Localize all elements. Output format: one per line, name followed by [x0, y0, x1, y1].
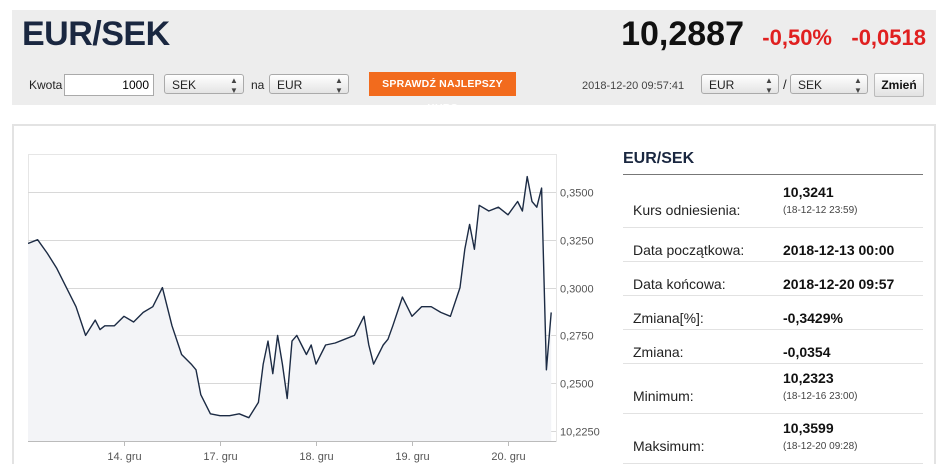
info-row-value: 10,3241: [783, 184, 834, 200]
info-row-label: Kurs odniesienia:: [633, 202, 741, 218]
info-row-label: Minimum:: [633, 388, 694, 404]
select-arrows-icon: ▲ ▼: [854, 76, 862, 95]
info-row-value: 10,3599: [783, 420, 834, 436]
x-tick-label: 19. gru: [395, 451, 429, 463]
info-row-timestamp: (18-12-20 09:28): [783, 441, 858, 452]
chart-container: 0,3500 0,3250 0,3000 0,2750 0,2500 10,2250 14.…: [27, 146, 613, 466]
info-row: Zmiana: -0,0354: [623, 329, 923, 364]
x-tick-label: 20. gru: [491, 451, 525, 463]
info-row: Data początkowa: 2018-12-13 00:00: [623, 227, 923, 262]
to-label: na: [251, 78, 265, 92]
select-arrows-icon: ▲ ▼: [335, 76, 343, 95]
from-currency-select[interactable]: SEK ▲ ▼: [164, 74, 244, 95]
info-row-timestamp: (18-12-12 23:59): [783, 205, 858, 216]
info-row-value: 2018-12-20 09:57: [783, 276, 895, 292]
info-row-label: Maksimum:: [633, 438, 705, 454]
current-rate: 10,2887: [621, 15, 744, 53]
amount-input[interactable]: [64, 74, 154, 96]
pair-title: EUR/SEK: [22, 15, 170, 53]
from-currency-value: SEK: [172, 78, 197, 92]
info-row-value: -0,0354: [783, 344, 831, 360]
pair-quote-value: SEK: [798, 78, 823, 92]
series-line[interactable]: [27, 175, 552, 419]
change-pair-button[interactable]: Zmień: [874, 73, 924, 97]
x-tick-label: 14. gru: [107, 451, 141, 463]
pair-base-value: EUR: [709, 78, 735, 92]
info-row: Maksimum: 10,3599 (18-12-20 09:28): [623, 413, 923, 464]
info-title: EUR/SEK: [623, 150, 695, 167]
rate-chart[interactable]: 0,3500 0,3250 0,3000 0,2750 0,2500 10,2250 14.…: [27, 146, 613, 466]
amount-label: Kwota: [29, 78, 63, 92]
info-row-label: Data początkowa:: [633, 242, 745, 258]
chart-panel: 0,3500 0,3250 0,3000 0,2750 0,2500 10,2250 14.…: [12, 124, 936, 464]
series-area: [28, 176, 552, 441]
y-tick-label: 0,3250: [560, 236, 594, 248]
info-row-timestamp: (18-12-16 23:00): [783, 391, 858, 402]
info-row-label: Zmiana[%]:: [633, 310, 704, 326]
info-row: Minimum: 10,2323 (18-12-16 23:00): [623, 363, 923, 414]
best-rate-button[interactable]: SPRAWDŹ NAJLEPSZY KURS: [369, 72, 516, 114]
info-row: Zmiana[%]: -0,3429%: [623, 295, 923, 330]
info-row-value: -0,3429%: [783, 310, 843, 326]
y-tick-label: 10,2250: [560, 427, 600, 439]
x-tick-label: 18. gru: [299, 451, 333, 463]
select-arrows-icon: ▲ ▼: [765, 76, 773, 95]
select-arrows-icon: ▲ ▼: [230, 76, 238, 95]
info-row: Data końcowa: 2018-12-20 09:57: [623, 261, 923, 296]
y-tick-label: 0,2500: [560, 379, 594, 391]
quote-timestamp: 2018-12-20 09:57:41: [582, 80, 685, 92]
pair-separator: /: [783, 77, 787, 92]
pair-quote-select[interactable]: SEK ▲ ▼: [790, 74, 868, 95]
to-currency-value: EUR: [277, 78, 303, 92]
x-tick-label: 17. gru: [203, 451, 237, 463]
y-tick-label: 0,2750: [560, 331, 594, 343]
info-row-value: 10,2323: [783, 370, 834, 386]
to-currency-select[interactable]: EUR ▲ ▼: [269, 74, 349, 95]
converter-row: Kwota SEK ▲▼ na EUR ▲▼ SPRAWDŹ NAJLEPSZY…: [12, 70, 936, 114]
y-tick-label: 0,3000: [560, 284, 594, 296]
info-row: Kurs odniesienia: 10,3241 (18-12-12 23:59): [623, 177, 923, 228]
change-percent: -0,50%: [762, 25, 832, 50]
info-title-divider: [623, 174, 923, 175]
y-tick-label: 0,3500: [560, 188, 594, 200]
info-row-label: Data końcowa:: [633, 276, 726, 292]
info-row-value: 2018-12-13 00:00: [783, 242, 895, 258]
pair-base-select[interactable]: EUR ▲ ▼: [701, 74, 779, 95]
change-absolute: -0,0518: [851, 25, 926, 50]
quote-header: EUR/SEK 10,2887 -0,50% -0,0518 Kwota SEK…: [12, 10, 936, 114]
info-row-label: Zmiana:: [633, 344, 684, 360]
